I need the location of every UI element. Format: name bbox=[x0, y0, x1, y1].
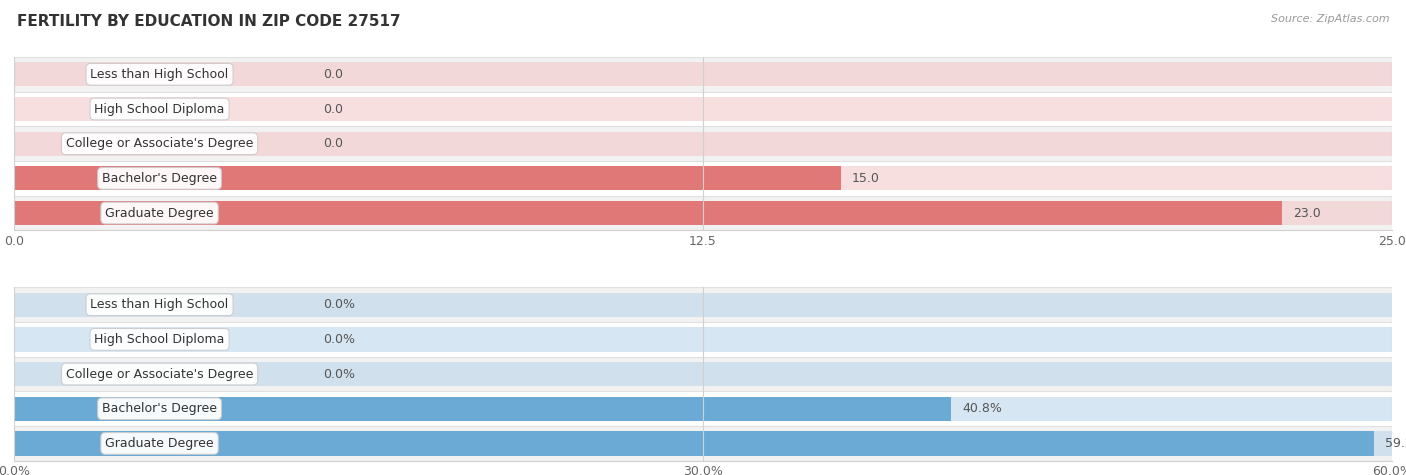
Text: 0.0: 0.0 bbox=[323, 103, 343, 115]
Bar bbox=[14, 431, 1374, 456]
Text: College or Associate's Degree: College or Associate's Degree bbox=[66, 137, 253, 150]
Bar bbox=[14, 62, 1392, 86]
Text: 40.8%: 40.8% bbox=[962, 402, 1002, 415]
Text: 0.0: 0.0 bbox=[323, 137, 343, 150]
Text: 0.0: 0.0 bbox=[323, 68, 343, 81]
Bar bbox=[14, 92, 1392, 126]
Bar bbox=[14, 97, 1392, 121]
Text: 0.0%: 0.0% bbox=[323, 368, 356, 380]
Text: 0.0%: 0.0% bbox=[323, 298, 356, 311]
Text: FERTILITY BY EDUCATION IN ZIP CODE 27517: FERTILITY BY EDUCATION IN ZIP CODE 27517 bbox=[17, 14, 401, 29]
Bar bbox=[14, 132, 1392, 156]
Text: Graduate Degree: Graduate Degree bbox=[105, 207, 214, 219]
Bar bbox=[14, 426, 1392, 461]
Text: Source: ZipAtlas.com: Source: ZipAtlas.com bbox=[1271, 14, 1389, 24]
Bar bbox=[14, 362, 1392, 386]
Text: 59.2%: 59.2% bbox=[1385, 437, 1406, 450]
Bar bbox=[14, 397, 1392, 421]
Text: Bachelor's Degree: Bachelor's Degree bbox=[103, 172, 217, 185]
Text: Less than High School: Less than High School bbox=[90, 68, 229, 81]
Text: 0.0%: 0.0% bbox=[323, 333, 356, 346]
Bar bbox=[14, 126, 1392, 161]
Bar bbox=[14, 431, 1392, 456]
Bar bbox=[14, 391, 1392, 426]
Bar bbox=[14, 327, 1392, 352]
Bar bbox=[14, 166, 1392, 190]
Bar bbox=[14, 201, 1282, 225]
Text: 23.0: 23.0 bbox=[1292, 207, 1320, 219]
Text: College or Associate's Degree: College or Associate's Degree bbox=[66, 368, 253, 380]
Bar bbox=[14, 196, 1392, 230]
Bar bbox=[14, 322, 1392, 357]
Bar bbox=[14, 201, 1392, 225]
Text: Graduate Degree: Graduate Degree bbox=[105, 437, 214, 450]
Bar bbox=[14, 293, 1392, 317]
Text: 15.0: 15.0 bbox=[852, 172, 880, 185]
Bar bbox=[14, 357, 1392, 391]
Bar bbox=[14, 166, 841, 190]
Text: High School Diploma: High School Diploma bbox=[94, 333, 225, 346]
Text: Less than High School: Less than High School bbox=[90, 298, 229, 311]
Bar bbox=[14, 57, 1392, 92]
Text: Bachelor's Degree: Bachelor's Degree bbox=[103, 402, 217, 415]
Bar bbox=[14, 161, 1392, 196]
Text: High School Diploma: High School Diploma bbox=[94, 103, 225, 115]
Bar bbox=[14, 287, 1392, 322]
Bar bbox=[14, 397, 950, 421]
